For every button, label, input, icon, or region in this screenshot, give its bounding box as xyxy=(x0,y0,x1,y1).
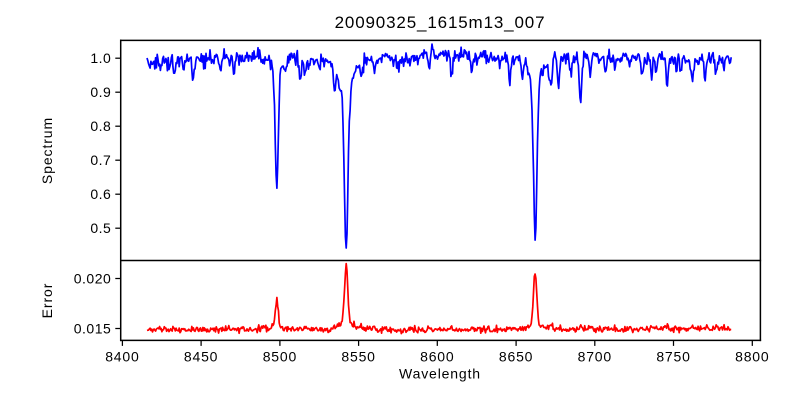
svg-text:8550: 8550 xyxy=(341,349,375,365)
svg-text:Error: Error xyxy=(39,283,55,319)
svg-text:8600: 8600 xyxy=(420,349,454,365)
svg-text:0.015: 0.015 xyxy=(74,320,112,336)
svg-text:1.0: 1.0 xyxy=(90,50,111,66)
svg-text:0.8: 0.8 xyxy=(90,118,111,134)
svg-text:8400: 8400 xyxy=(105,349,139,365)
svg-text:8450: 8450 xyxy=(184,349,218,365)
svg-text:8800: 8800 xyxy=(735,349,769,365)
svg-text:8500: 8500 xyxy=(263,349,297,365)
svg-text:0.6: 0.6 xyxy=(90,186,111,202)
svg-text:8650: 8650 xyxy=(499,349,533,365)
svg-text:20090325_1615m13_007: 20090325_1615m13_007 xyxy=(335,13,546,32)
svg-text:0.7: 0.7 xyxy=(90,152,111,168)
svg-text:8700: 8700 xyxy=(578,349,612,365)
svg-text:0.020: 0.020 xyxy=(74,270,112,286)
svg-text:0.9: 0.9 xyxy=(90,84,111,100)
svg-text:8750: 8750 xyxy=(656,349,690,365)
svg-text:0.5: 0.5 xyxy=(90,220,111,236)
svg-text:Spectrum: Spectrum xyxy=(39,117,55,184)
svg-text:Wavelength: Wavelength xyxy=(399,366,481,382)
